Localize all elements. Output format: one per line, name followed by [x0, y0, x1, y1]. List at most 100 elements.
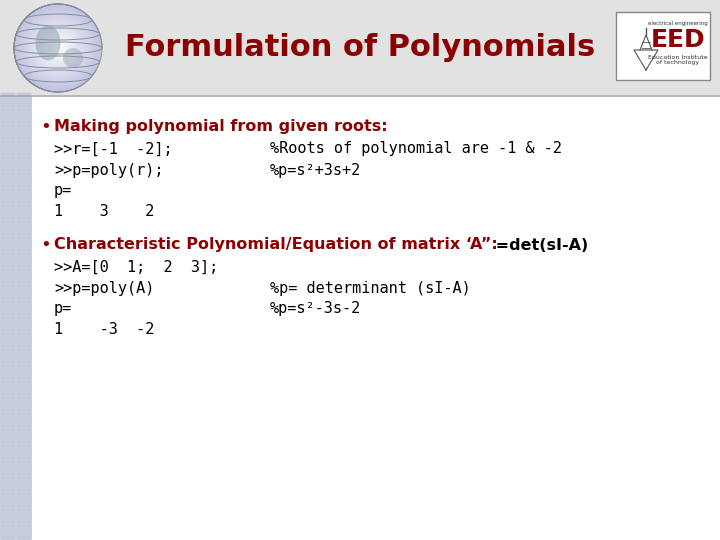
Circle shape [15, 5, 101, 91]
Circle shape [27, 17, 89, 79]
Bar [1, 253, 15, 267]
Bar [1, 397, 15, 411]
Bar [17, 221, 31, 235]
Circle shape [25, 15, 91, 81]
Bar [17, 141, 31, 155]
Circle shape [18, 8, 98, 88]
Text: p=: p= [54, 184, 72, 199]
Bar [17, 205, 31, 219]
Bar [1, 189, 15, 203]
Bar [17, 509, 31, 523]
Bar [1, 125, 15, 139]
Circle shape [21, 11, 95, 85]
Text: %Roots of polynomial are -1 & -2: %Roots of polynomial are -1 & -2 [270, 141, 562, 157]
Bar [616, 12, 710, 80]
Bar [17, 93, 31, 107]
Circle shape [36, 26, 80, 70]
Text: electrical engineering: electrical engineering [648, 22, 708, 26]
Bar [1, 221, 15, 235]
Bar [17, 397, 31, 411]
Circle shape [47, 37, 69, 59]
Ellipse shape [35, 25, 60, 60]
Bar [1, 333, 15, 347]
Circle shape [24, 14, 92, 82]
Circle shape [55, 45, 61, 51]
Text: EED: EED [651, 28, 706, 52]
Bar [1, 429, 15, 443]
Circle shape [49, 39, 67, 57]
Bar [17, 253, 31, 267]
Circle shape [41, 31, 75, 65]
Text: Education Institute
of technology: Education Institute of technology [648, 55, 708, 65]
Circle shape [44, 34, 72, 62]
Circle shape [56, 46, 60, 50]
Ellipse shape [63, 48, 83, 68]
Bar [1, 285, 15, 299]
Bar [17, 125, 31, 139]
Bar [1, 109, 15, 123]
Bar [1, 317, 15, 331]
Bar [1, 381, 15, 395]
Text: Characteristic Polynomial/Equation of matrix ‘A”: =det(sI-A): Characteristic Polynomial/Equation of ma… [54, 238, 596, 253]
Bar [1, 445, 15, 459]
Text: 1    3    2: 1 3 2 [54, 205, 154, 219]
Circle shape [45, 35, 71, 61]
Circle shape [40, 30, 76, 66]
Circle shape [28, 18, 88, 78]
Text: %p=s²-3s-2: %p=s²-3s-2 [270, 301, 361, 316]
Bar [1, 525, 15, 539]
Bar [17, 333, 31, 347]
Bar [0, 95, 32, 540]
Text: >>p=poly(A): >>p=poly(A) [54, 280, 154, 295]
Bar [0, 0, 720, 95]
Circle shape [23, 13, 93, 83]
Text: Formulation of Polynomials: Formulation of Polynomials [125, 33, 595, 63]
Bar [17, 461, 31, 475]
Circle shape [53, 43, 63, 53]
Text: %p=s²+3s+2: %p=s²+3s+2 [270, 163, 361, 178]
Bar [1, 157, 15, 171]
Text: •: • [40, 118, 50, 136]
Circle shape [29, 19, 87, 77]
Circle shape [22, 12, 94, 84]
Circle shape [35, 25, 81, 71]
Circle shape [26, 16, 90, 80]
Circle shape [32, 22, 84, 74]
Circle shape [38, 28, 78, 68]
Circle shape [30, 20, 86, 76]
Bar [17, 525, 31, 539]
Bar [1, 509, 15, 523]
Bar [1, 349, 15, 363]
Circle shape [19, 9, 97, 87]
Text: •: • [40, 236, 50, 254]
Bar [17, 349, 31, 363]
Circle shape [54, 44, 62, 52]
Text: =det(sI-A): =det(sI-A) [490, 238, 588, 253]
Bar [17, 157, 31, 171]
Text: p=: p= [54, 301, 72, 316]
Circle shape [34, 24, 82, 72]
Bar [1, 269, 15, 283]
Bar [17, 269, 31, 283]
Bar [1, 301, 15, 315]
Circle shape [52, 42, 64, 54]
Bar [1, 93, 15, 107]
Circle shape [16, 6, 100, 90]
Bar [17, 365, 31, 379]
Text: >>r=[-1  -2];: >>r=[-1 -2]; [54, 141, 173, 157]
Circle shape [14, 4, 102, 92]
Bar [17, 477, 31, 491]
Bar [1, 413, 15, 427]
Text: %p= determinant (sI-A): %p= determinant (sI-A) [270, 280, 471, 295]
Bar [17, 237, 31, 251]
Circle shape [57, 47, 59, 49]
Circle shape [42, 32, 74, 64]
Bar [17, 285, 31, 299]
Circle shape [46, 36, 70, 60]
Circle shape [20, 10, 96, 86]
Bar [1, 365, 15, 379]
Bar [1, 141, 15, 155]
Circle shape [39, 29, 77, 67]
Circle shape [33, 23, 83, 73]
Circle shape [17, 7, 99, 89]
